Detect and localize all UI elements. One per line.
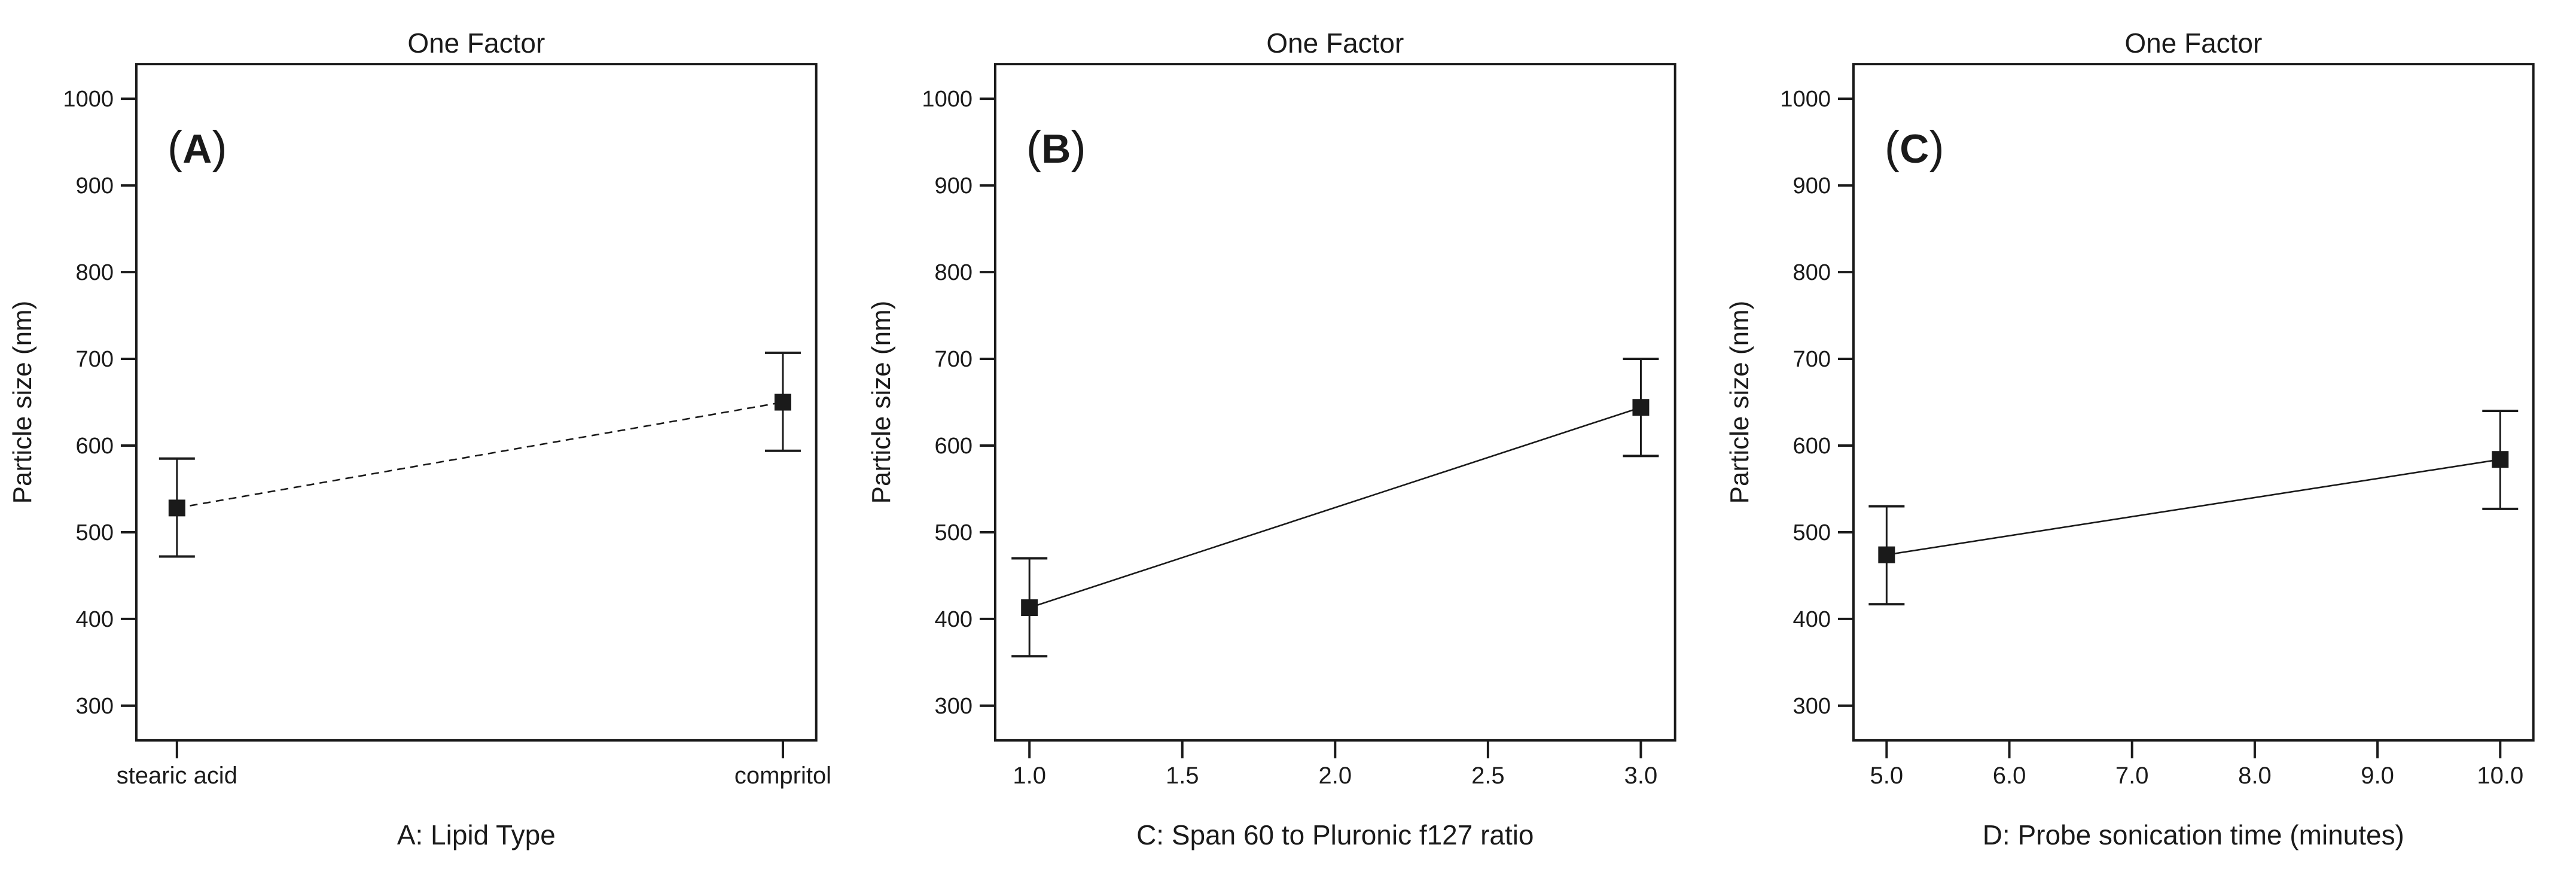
x-axis-label: D: Probe sonication time (minutes) bbox=[1983, 819, 2404, 850]
y-tick-label: 700 bbox=[1793, 347, 1831, 372]
y-tick-label: 400 bbox=[1793, 607, 1831, 632]
trend-line bbox=[176, 401, 784, 509]
y-tick-label: 300 bbox=[1793, 694, 1831, 719]
y-tick-label: 700 bbox=[76, 347, 114, 372]
y-tick-label: 600 bbox=[1793, 434, 1831, 459]
x-tick-label: 2.0 bbox=[1318, 763, 1352, 789]
x-tick-label: 9.0 bbox=[2361, 763, 2395, 789]
x-tick-label: compritol bbox=[734, 763, 831, 789]
x-tick-label: stearic acid bbox=[117, 763, 237, 789]
panel-letter: (B) bbox=[1026, 122, 1086, 173]
y-tick-label: 1000 bbox=[1781, 87, 1831, 112]
x-axis-label: A: Lipid Type bbox=[397, 819, 556, 850]
data-point-marker bbox=[1878, 546, 1895, 563]
y-axis-title: Particle size (nm) bbox=[867, 301, 896, 504]
y-tick-label: 400 bbox=[76, 607, 114, 632]
y-tick-label: 700 bbox=[934, 347, 972, 372]
x-tick-label: 1.0 bbox=[1013, 763, 1046, 789]
y-tick-label: 900 bbox=[1793, 173, 1831, 199]
y-tick-label: 600 bbox=[76, 434, 114, 459]
y-tick-label: 1000 bbox=[922, 87, 973, 112]
data-point-marker bbox=[1020, 599, 1038, 617]
x-tick-label: 3.0 bbox=[1624, 763, 1657, 789]
x-tick-label: 8.0 bbox=[2238, 763, 2272, 789]
x-axis-label: C: Span 60 to Pluronic f127 ratio bbox=[1136, 819, 1534, 850]
x-tick-label: 2.5 bbox=[1471, 763, 1505, 789]
plot-border bbox=[135, 63, 818, 742]
x-tick-label: 6.0 bbox=[1993, 763, 2026, 789]
y-tick-label: 1000 bbox=[63, 87, 114, 112]
data-point-marker bbox=[1632, 399, 1650, 416]
x-tick-label: 1.5 bbox=[1166, 763, 1199, 789]
y-axis-title: Particle size (nm) bbox=[1725, 301, 1754, 504]
panel-c-chart: One Factor (C) 300 400 500 600 700 800 900 1000 Pa… bbox=[1717, 0, 2576, 869]
x-tick-label: 10.0 bbox=[2477, 763, 2524, 789]
y-tick-label: 600 bbox=[934, 434, 972, 459]
y-tick-label: 800 bbox=[76, 260, 114, 285]
plot-title: One Factor bbox=[1266, 28, 1404, 59]
plot-border bbox=[1852, 63, 2535, 742]
plot-title: One Factor bbox=[2125, 28, 2263, 59]
y-tick-label: 900 bbox=[76, 173, 114, 199]
trend-line bbox=[1029, 406, 1641, 609]
y-tick-label: 800 bbox=[934, 260, 972, 285]
panel-a-chart: One Factor (A) 300 400 500 600 700 800 900 1000 Pa… bbox=[0, 0, 859, 869]
panel-b-chart: One Factor (B) 300 400 500 600 700 800 900 1000 Pa… bbox=[858, 0, 1718, 869]
y-tick-label: 500 bbox=[1793, 520, 1831, 545]
x-tick-label: 5.0 bbox=[1870, 763, 1904, 789]
trend-line bbox=[1886, 458, 2501, 556]
y-axis-title: Particle size (nm) bbox=[8, 301, 37, 504]
panel-letter: (A) bbox=[167, 122, 227, 173]
x-tick-label: 7.0 bbox=[2115, 763, 2149, 789]
y-tick-label: 800 bbox=[1793, 260, 1831, 285]
y-tick-label: 300 bbox=[934, 694, 972, 719]
y-tick-label: 500 bbox=[76, 520, 114, 545]
data-point-marker bbox=[2492, 451, 2509, 468]
y-tick-label: 400 bbox=[934, 607, 972, 632]
y-tick-label: 500 bbox=[934, 520, 972, 545]
plot-border bbox=[993, 63, 1676, 742]
plot-title: One Factor bbox=[407, 28, 545, 59]
y-tick-label: 300 bbox=[76, 694, 114, 719]
data-point-marker bbox=[168, 499, 185, 517]
y-tick-label: 900 bbox=[934, 173, 972, 199]
panel-letter: (C) bbox=[1885, 122, 1944, 173]
data-point-marker bbox=[774, 394, 791, 411]
